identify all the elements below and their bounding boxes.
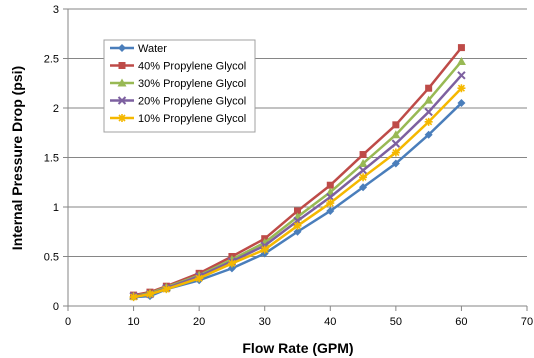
data-point xyxy=(424,107,433,117)
data-point xyxy=(424,130,433,139)
data-point xyxy=(195,274,204,283)
data-point xyxy=(358,166,368,175)
x-tick-label: 30 xyxy=(259,316,271,328)
data-point xyxy=(145,290,154,299)
x-tick-label: 60 xyxy=(455,316,467,328)
axes xyxy=(67,9,527,307)
x-tick-label: 50 xyxy=(390,316,402,328)
legend-label: 40% Propylene Glycol xyxy=(138,61,246,73)
data-point xyxy=(391,130,401,139)
data-point xyxy=(392,121,400,129)
data-point xyxy=(293,227,302,236)
data-point xyxy=(359,151,367,159)
x-axis-label: Flow Rate (GPM) xyxy=(242,340,353,356)
series-line xyxy=(133,87,463,299)
legend-label: 10% Propylene Glycol xyxy=(138,113,246,125)
legend-item-1: 40% Propylene Glycol xyxy=(110,61,246,73)
data-point xyxy=(424,95,434,104)
y-tick-label: 2.5 xyxy=(44,54,59,66)
data-point xyxy=(391,159,400,168)
legend-box xyxy=(103,39,256,133)
legend-label: Water xyxy=(138,43,167,55)
data-point xyxy=(326,206,335,215)
legend-swatch-marker xyxy=(118,44,126,52)
series-4 xyxy=(129,84,466,302)
legend-swatch-marker xyxy=(118,114,126,122)
data-point xyxy=(326,199,335,208)
gridlines xyxy=(63,8,528,311)
legend-item-3: 20% Propylene Glycol xyxy=(110,96,246,108)
x-tick-label: 10 xyxy=(127,316,139,328)
data-point xyxy=(425,84,433,92)
y-tick-label: 2 xyxy=(53,103,59,115)
legend: Water 40% Propylene Glycol 30% Propylene G… xyxy=(103,39,256,133)
data-point xyxy=(162,285,171,294)
legend-item-0: Water xyxy=(110,43,167,55)
y-tick-label: 0.5 xyxy=(44,252,59,264)
x-tick-labels: 0 10 20 30 40 50 60 70 xyxy=(65,316,533,328)
data-point xyxy=(424,117,433,126)
legend-label: 30% Propylene Glycol xyxy=(138,78,246,90)
data-point xyxy=(326,192,335,202)
data-point xyxy=(227,259,236,268)
legend-label: 20% Propylene Glycol xyxy=(138,96,246,108)
data-point xyxy=(457,71,466,80)
data-point xyxy=(294,207,301,215)
y-tick-label: 1 xyxy=(53,202,59,214)
x-tick-label: 0 xyxy=(65,316,71,328)
data-point xyxy=(456,56,466,65)
data-point xyxy=(457,84,466,93)
legend-item-2: 30% Propylene Glycol xyxy=(110,78,246,90)
legend-swatch-marker xyxy=(117,78,127,87)
data-point xyxy=(457,99,466,108)
data-point xyxy=(457,44,465,52)
x-tick-label: 40 xyxy=(324,316,336,328)
legend-swatch-marker xyxy=(118,62,126,69)
data-point xyxy=(391,148,400,157)
y-tick-label: 0 xyxy=(53,301,59,313)
data-point xyxy=(129,293,138,302)
data-point xyxy=(326,181,334,189)
series-group xyxy=(129,44,466,302)
data-point xyxy=(358,158,368,167)
data-point xyxy=(359,173,368,182)
data-point xyxy=(359,183,368,192)
y-tick-labels: 0 0.5 1 1.5 2 2.5 3 xyxy=(44,4,59,313)
y-tick-label: 3 xyxy=(53,4,59,16)
legend-swatch-marker xyxy=(117,96,127,105)
data-point xyxy=(260,245,269,254)
x-tick-label: 70 xyxy=(521,316,533,328)
legend-item-4: 10% Propylene Glycol xyxy=(110,113,246,125)
data-point xyxy=(293,221,302,230)
y-axis-label: Internal Pressure Drop (psi) xyxy=(9,66,25,250)
y-tick-label: 1.5 xyxy=(44,153,59,165)
data-point xyxy=(391,139,401,148)
x-tick-label: 20 xyxy=(193,316,205,328)
